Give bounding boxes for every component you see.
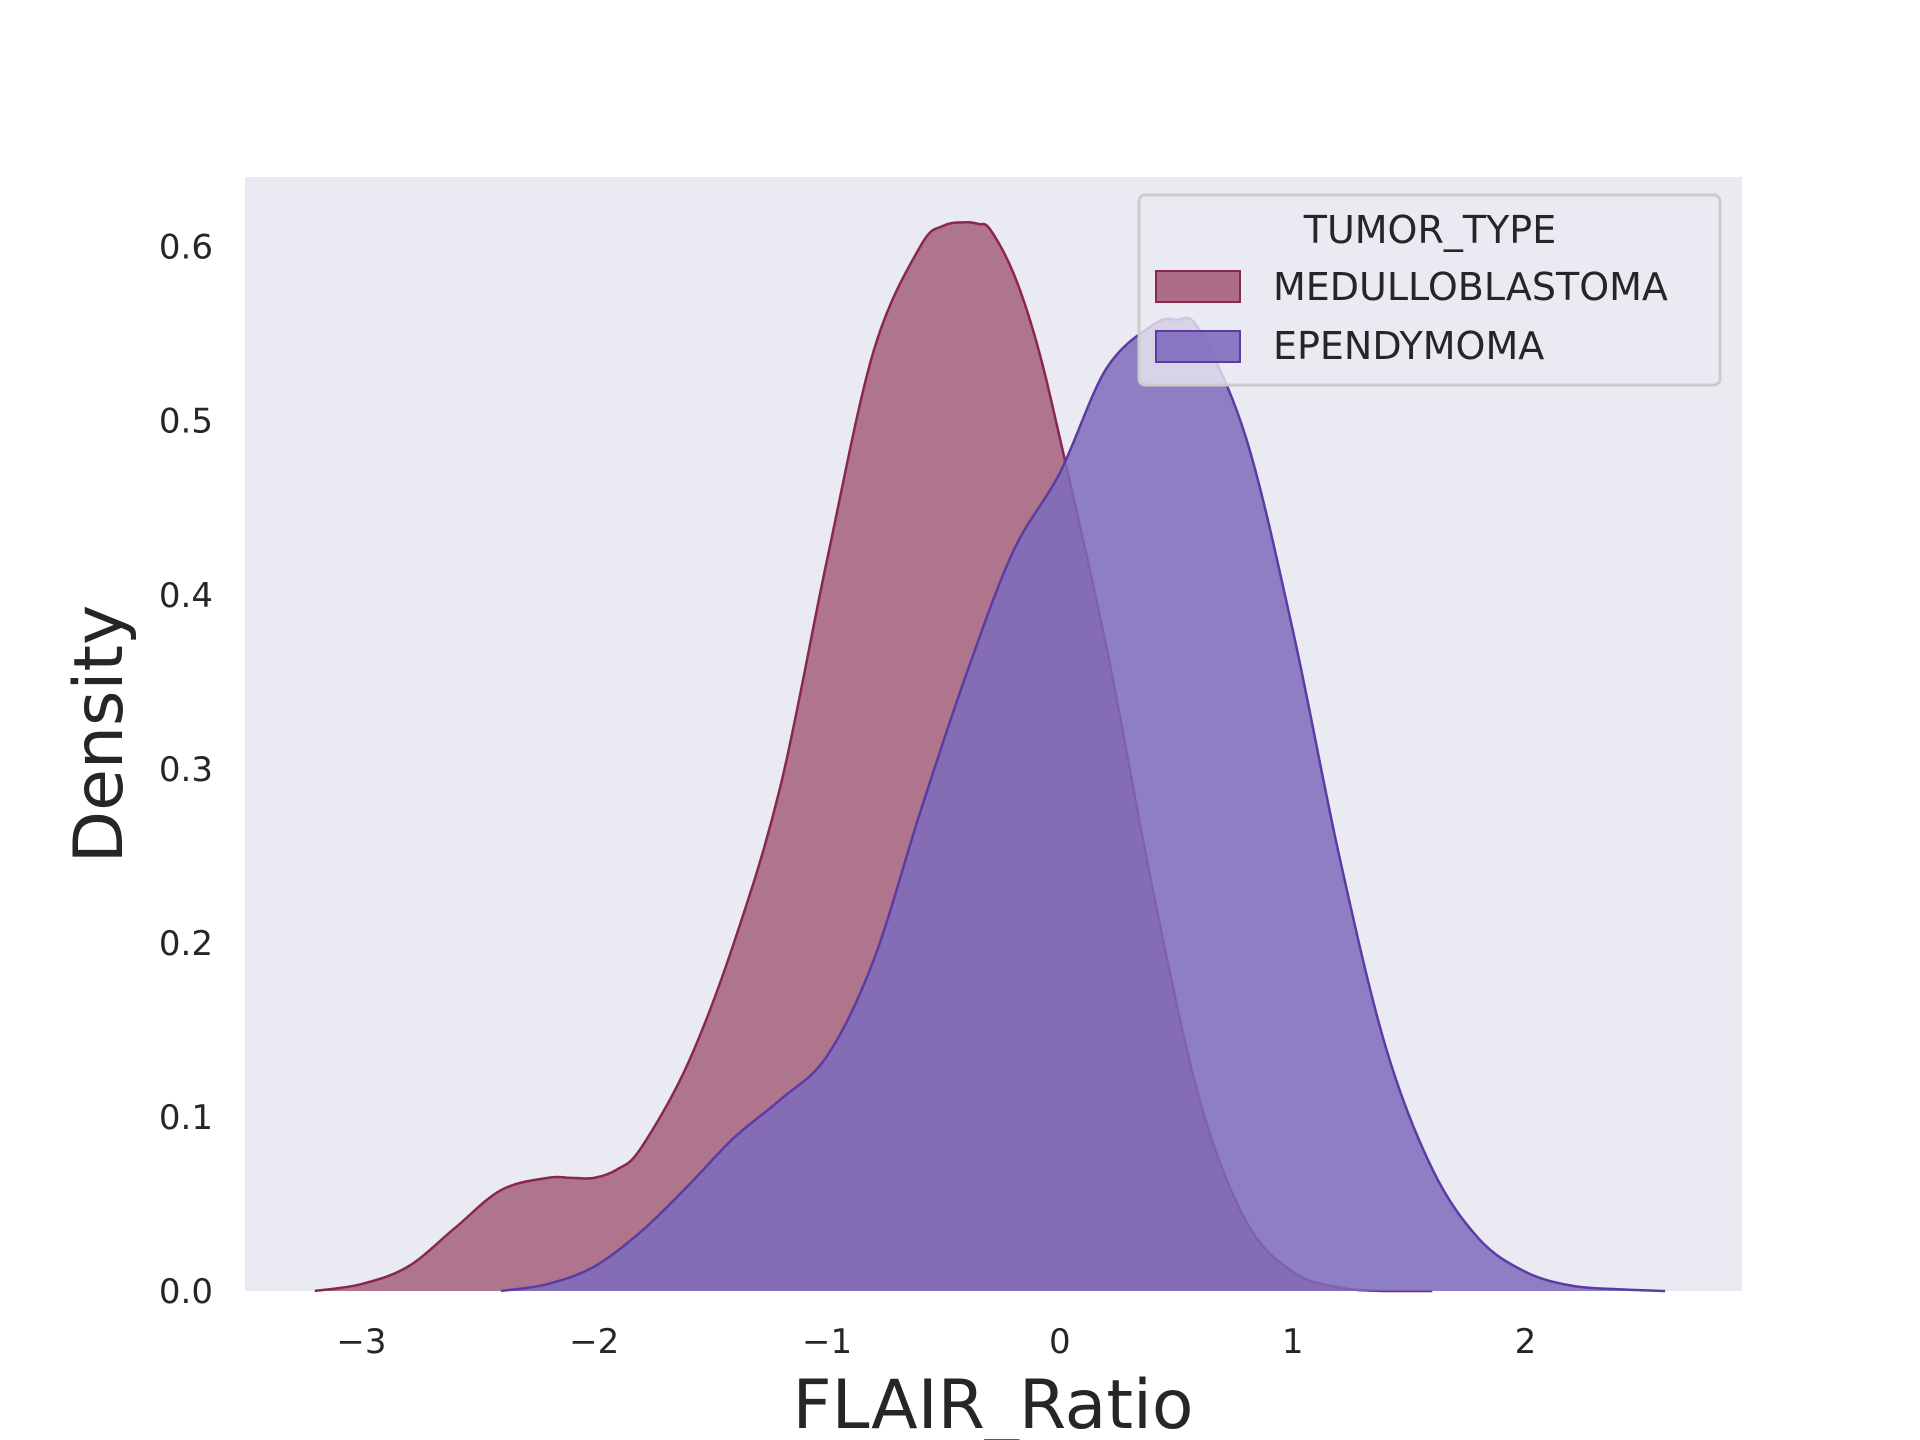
x-tick-label: 0 xyxy=(1049,1322,1071,1362)
y-axis-label: Density xyxy=(60,605,139,864)
x-tick-label: −1 xyxy=(802,1322,852,1362)
legend-swatch-medulloblastoma xyxy=(1155,270,1241,303)
legend-frame xyxy=(1137,193,1722,387)
legend-label-medulloblastoma: MEDULLOBLASTOMA xyxy=(1273,265,1668,309)
density-area-ependymoma xyxy=(501,317,1666,1291)
density-line-ependymoma xyxy=(500,316,1666,1293)
y-tick-labels: 0.0 0.1 0.2 0.3 0.4 0.5 0.6 xyxy=(159,228,213,1312)
legend-title: TUMOR_TYPE xyxy=(1303,208,1556,252)
y-tick-label: 0.6 xyxy=(159,228,213,268)
x-tick-labels: −3 −2 −1 0 1 2 xyxy=(336,1322,1536,1362)
x-tick-label: −2 xyxy=(569,1322,619,1362)
y-tick-label: 0.5 xyxy=(159,402,213,442)
legend-label-ependymoma: EPENDYMOMA xyxy=(1273,324,1544,368)
y-tick-label: 0.4 xyxy=(159,576,213,616)
y-tick-label: 0.0 xyxy=(159,1272,213,1312)
x-tick-label: 2 xyxy=(1515,1322,1537,1362)
x-tick-label: 1 xyxy=(1282,1322,1304,1362)
series-layer xyxy=(314,220,1666,1293)
legend: TUMOR_TYPE MEDULLOBLASTOMA EPENDYMOMA xyxy=(1137,193,1722,387)
x-tick-label: −3 xyxy=(336,1322,386,1362)
legend-swatch-ependymoma xyxy=(1155,330,1241,363)
y-tick-label: 0.3 xyxy=(159,750,213,790)
y-tick-label: 0.2 xyxy=(159,924,213,964)
x-axis-label: FLAIR_Ratio xyxy=(793,1366,1194,1440)
y-tick-label: 0.1 xyxy=(159,1098,213,1138)
